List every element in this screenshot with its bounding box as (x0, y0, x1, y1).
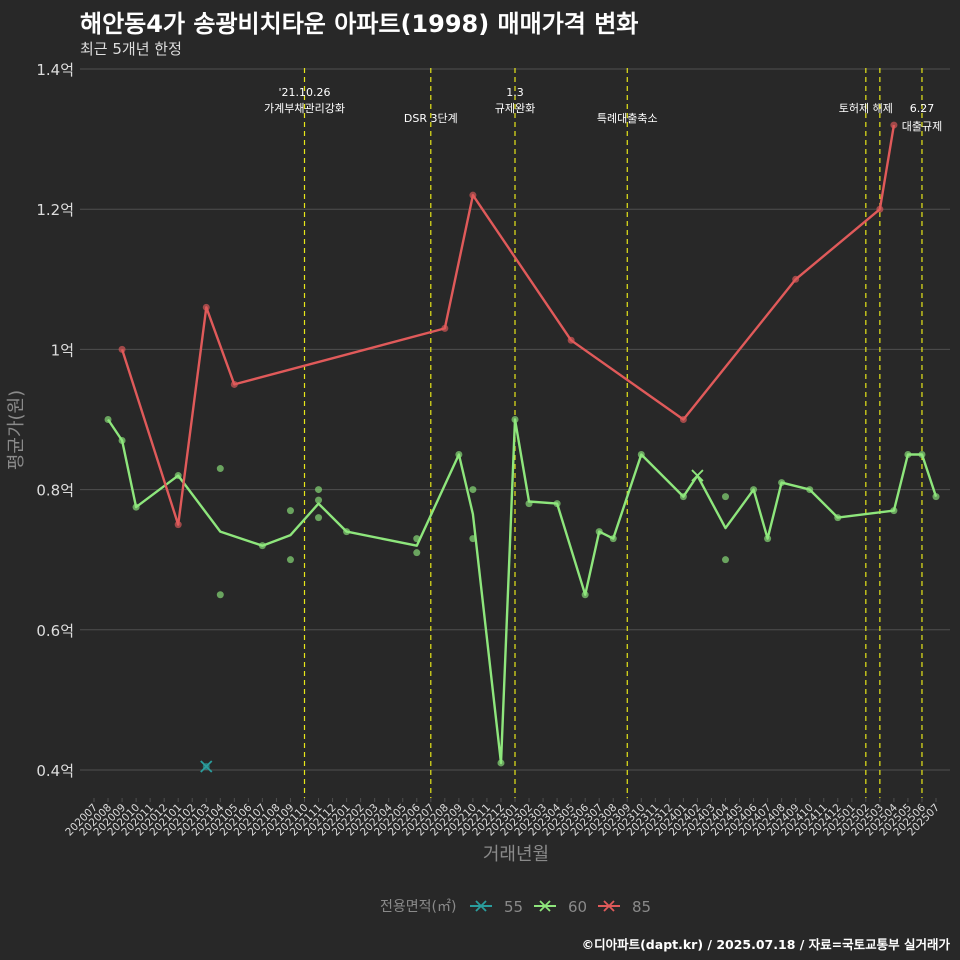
data-point (722, 493, 729, 501)
cross-marker (200, 760, 213, 773)
legend-label: 55 (504, 898, 523, 916)
event-date-label: 6.27 (910, 102, 935, 115)
axes: 거래년월 평균가(원) 2020072020082020092020102020… (6, 390, 942, 865)
x-axis-title: 거래년월 (483, 844, 549, 865)
legend-item-85: 85 (598, 898, 651, 916)
legend-label: 60 (568, 898, 587, 916)
data-point (315, 486, 323, 494)
y-tick-label: 0.4억 (36, 762, 74, 780)
data-point (216, 465, 224, 473)
series (104, 121, 940, 773)
data-point (890, 121, 898, 129)
chart-title: 해안동4가 송광비치타운 아파트(1998) 매매가격 변화 (80, 10, 639, 38)
legend-swatch-icon (603, 900, 615, 912)
event-date-label: '21.10.26 (278, 86, 330, 99)
event-date-label: 1.3 (506, 86, 524, 99)
event-label: DSR 3단계 (404, 112, 458, 125)
series-85 (118, 121, 898, 529)
series-line (107, 418, 938, 765)
source-credit: ©디아파트(dapt.kr) / 2025.07.18 / 자료=국토교통부 실… (581, 937, 950, 952)
data-point (722, 556, 729, 564)
legend-swatch-icon (539, 900, 551, 912)
grid: 0.4억 0.6억 0.8억 1억 1.2억 1.4억 (36, 61, 950, 780)
y-tick-label: 1.4억 (36, 61, 74, 79)
event-label: 대출규제 (902, 120, 942, 133)
legend: 전용면적(㎡) 55 60 85 (380, 898, 651, 916)
y-axis-title: 평균가(원) (6, 390, 27, 470)
event-label: 토허제 해제 (839, 101, 893, 115)
data-point (315, 514, 323, 522)
series-60 (104, 415, 940, 767)
data-point (315, 496, 323, 504)
event-label: 특례대출축소 (597, 112, 658, 125)
cross-marker (691, 469, 704, 482)
legend-title: 전용면적(㎡) (380, 899, 456, 915)
legend-label: 85 (632, 898, 651, 916)
y-tick-label: 1.2억 (36, 201, 74, 219)
y-tick-label: 1억 (51, 341, 74, 359)
y-tick-label: 0.6억 (36, 622, 74, 640)
data-point (286, 507, 294, 515)
event-label: 가계부채관리강화 (264, 102, 345, 115)
data-point (469, 486, 477, 494)
series-line (120, 124, 896, 526)
event-label: 규제완화 (495, 102, 535, 115)
data-point (216, 591, 224, 599)
y-tick-label: 0.8억 (36, 482, 74, 500)
data-point (286, 556, 294, 564)
chart-subtitle: 최근 5개년 한정 (80, 40, 182, 58)
series-55 (200, 760, 213, 773)
legend-swatch-icon (475, 900, 487, 912)
data-point (413, 549, 421, 557)
legend-item-60: 60 (534, 898, 587, 916)
legend-item-55: 55 (470, 898, 523, 916)
